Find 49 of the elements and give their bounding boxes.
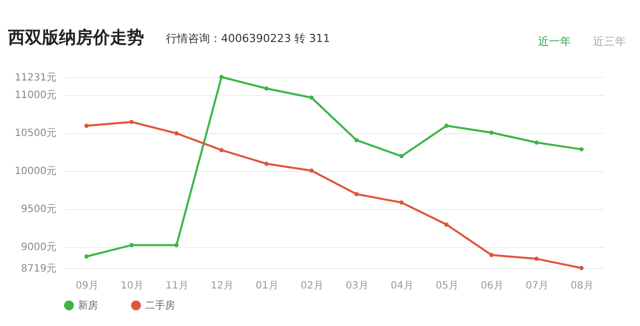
point [309, 168, 314, 173]
point [174, 131, 179, 136]
point [354, 192, 359, 196]
x-tick-label: 03月 [346, 280, 368, 292]
y-tick-label: 9000元 [21, 242, 56, 254]
point [174, 242, 179, 248]
y-tick-label: 9500元 [21, 204, 56, 216]
point [309, 95, 314, 100]
text: 近三年 [593, 35, 626, 48]
point [489, 130, 494, 135]
point [84, 124, 89, 128]
x-tick-label: 12月 [210, 280, 234, 292]
x-tick-label: 07月 [526, 280, 548, 292]
x-tick-label: 10月 [120, 280, 144, 292]
point [399, 200, 404, 205]
x-tick-label: 05月 [436, 280, 458, 292]
y-tick-label: 11231元 [14, 72, 56, 84]
chart-title: 西双版纳房价走势 [8, 27, 144, 49]
point [129, 120, 134, 124]
point [534, 256, 539, 261]
y-tick-label: 10000元 [14, 166, 56, 178]
text: 近一年 [538, 35, 571, 48]
legend-label: 二手房 [145, 299, 175, 312]
x-tick-label: 04月 [390, 280, 414, 292]
y-tick-label: 10500元 [14, 128, 56, 140]
point [84, 254, 89, 259]
point [399, 154, 404, 158]
point [444, 124, 449, 128]
point [444, 222, 449, 227]
x-tick-label: 01月 [256, 280, 278, 292]
point [264, 162, 269, 166]
y-tick-label: 11000元 [14, 90, 56, 102]
point [579, 266, 584, 270]
x-tick-label: 02月 [300, 280, 324, 292]
point [534, 140, 539, 145]
chart-subtitle: 行情咨询：4006390223 转 311 [166, 31, 330, 46]
x-tick-label: 09月 [76, 280, 98, 292]
point [489, 252, 494, 258]
x-tick-label: 08月 [570, 280, 594, 292]
point [219, 74, 224, 80]
point [354, 138, 359, 142]
point [264, 86, 269, 91]
point [219, 148, 224, 152]
point [579, 147, 584, 152]
legend-label: 新房 [78, 299, 98, 312]
x-tick-label: 11月 [166, 280, 188, 292]
x-tick-label: 06月 [480, 280, 504, 292]
y-tick-label: 8719元 [21, 264, 56, 274]
point [129, 242, 134, 248]
